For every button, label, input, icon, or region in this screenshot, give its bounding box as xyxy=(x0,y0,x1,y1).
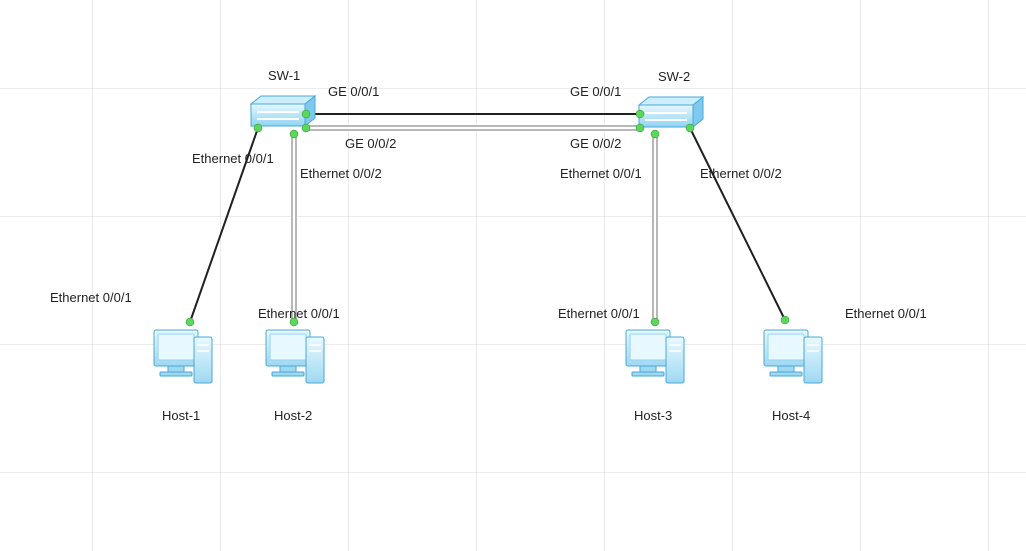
network-canvas: GE 0/0/1 GE 0/0/1 GE 0/0/2 GE 0/0/2 Ethernet… xyxy=(0,0,1026,551)
node-label-host3: Host-3 xyxy=(634,408,672,423)
port-dot-host3 xyxy=(651,318,659,326)
port-dot-sw1 xyxy=(302,110,310,118)
port-dot-host1 xyxy=(186,318,194,326)
port-dot-host4 xyxy=(781,316,789,324)
port-label-host1: Ethernet 0/0/1 xyxy=(50,290,132,305)
port-label-sw2: Ethernet 0/0/1 xyxy=(560,166,642,181)
port-dot-sw2 xyxy=(686,124,694,132)
port-label-sw1: GE 0/0/2 xyxy=(345,136,396,151)
port-dot-sw2 xyxy=(636,110,644,118)
port-dot-host2 xyxy=(290,318,298,326)
port-label-sw2: Ethernet 0/0/2 xyxy=(700,166,782,181)
port-dot-sw1 xyxy=(302,124,310,132)
node-label-host2: Host-2 xyxy=(274,408,312,423)
port-label-sw2: GE 0/0/2 xyxy=(570,136,621,151)
port-dot-sw2 xyxy=(651,130,659,138)
edge-sw2-host4-5[interactable] xyxy=(690,128,785,320)
host-icon-host2[interactable] xyxy=(266,330,324,383)
port-label-sw1: Ethernet 0/0/2 xyxy=(300,166,382,181)
node-label-sw1: SW-1 xyxy=(268,68,300,83)
port-label-host4: Ethernet 0/0/1 xyxy=(845,306,927,321)
topology-svg: GE 0/0/1 GE 0/0/1 GE 0/0/2 GE 0/0/2 Ethernet… xyxy=(0,0,1026,551)
switch-icon-sw2[interactable] xyxy=(639,97,703,127)
port-dot-sw1 xyxy=(254,124,262,132)
host-icon-host4[interactable] xyxy=(764,330,822,383)
node-label-host1: Host-1 xyxy=(162,408,200,423)
node-label-host4: Host-4 xyxy=(772,408,810,423)
port-label-host3: Ethernet 0/0/1 xyxy=(558,306,640,321)
port-dot-sw1 xyxy=(290,130,298,138)
node-label-sw2: SW-2 xyxy=(658,69,690,84)
port-label-sw2: GE 0/0/1 xyxy=(570,84,621,99)
host-icon-host3[interactable] xyxy=(626,330,684,383)
port-dot-sw2 xyxy=(636,124,644,132)
port-label-sw1: GE 0/0/1 xyxy=(328,84,379,99)
host-icon-host1[interactable] xyxy=(154,330,212,383)
port-label-sw1: Ethernet 0/0/1 xyxy=(192,151,274,166)
port-label-host2: Ethernet 0/0/1 xyxy=(258,306,340,321)
